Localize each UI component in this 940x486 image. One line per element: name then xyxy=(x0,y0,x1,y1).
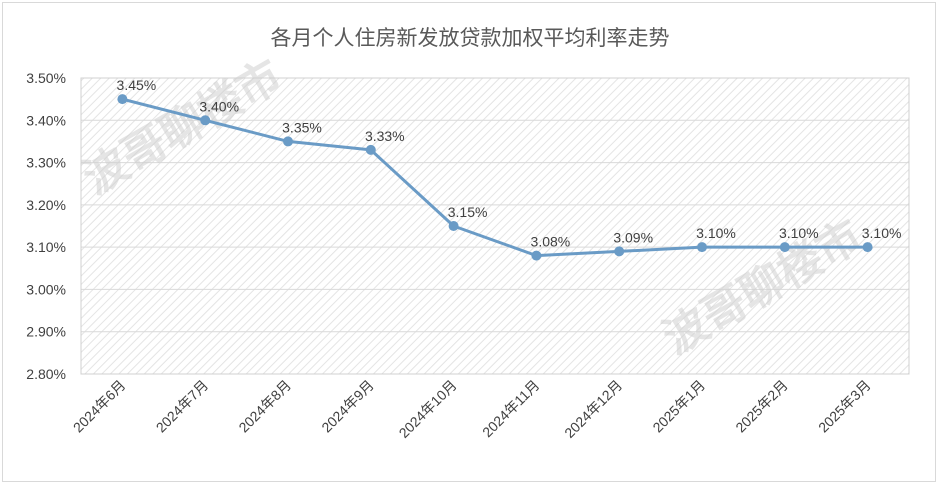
y-tick-label: 3.50% xyxy=(26,70,66,86)
data-point xyxy=(365,144,376,155)
x-tick-label: 2024年11月 xyxy=(479,377,542,440)
data-point xyxy=(862,242,873,253)
y-tick-label: 2.90% xyxy=(26,324,66,340)
data-label: 3.40% xyxy=(199,98,239,114)
x-tick-label: 2024年10月 xyxy=(396,377,460,441)
x-tick-label: 2025年3月 xyxy=(815,377,874,436)
data-point xyxy=(283,136,293,147)
y-tick-label: 3.20% xyxy=(26,197,66,213)
data-label: 3.10% xyxy=(779,225,819,241)
y-tick-label: 3.30% xyxy=(26,155,66,171)
x-tick-label: 2024年9月 xyxy=(318,377,377,436)
x-tick-label: 2025年2月 xyxy=(732,377,791,436)
data-point xyxy=(448,221,459,231)
x-tick-label: 2024年8月 xyxy=(235,377,294,436)
plot-area: 2.80% 2.90% 3.00% 3.10% 3.20% 3.30% 3.40% 3.50%… xyxy=(26,50,910,441)
x-tick-label: 2024年12月 xyxy=(561,377,625,441)
data-label: 3.35% xyxy=(282,119,322,135)
data-label: 3.09% xyxy=(613,229,653,245)
chart-title: 各月个人住房新发放贷款加权平均利率走势 xyxy=(271,26,670,50)
series-line xyxy=(120,97,870,258)
data-point xyxy=(614,246,625,257)
data-label: 3.33% xyxy=(365,128,405,144)
data-label: 3.45% xyxy=(117,77,157,93)
data-label: 3.08% xyxy=(531,234,571,250)
plot-background xyxy=(81,78,909,374)
data-label: 3.15% xyxy=(448,204,488,220)
data-point xyxy=(779,242,790,253)
y-tick-label: 2.80% xyxy=(26,366,66,382)
data-point xyxy=(697,242,707,253)
plot-border xyxy=(80,77,910,375)
y-tick-label: 3.10% xyxy=(26,239,66,255)
data-label: 3.10% xyxy=(862,225,902,241)
x-tick-label: 2024年6月 xyxy=(70,377,129,436)
data-label: 3.10% xyxy=(696,225,736,241)
data-point xyxy=(200,115,211,126)
data-point xyxy=(117,94,128,105)
x-tick-label: 2025年1月 xyxy=(649,377,708,436)
y-tick-label: 3.00% xyxy=(26,281,66,297)
x-tick-label: 2024年7月 xyxy=(153,377,212,436)
y-tick-label: 3.40% xyxy=(26,112,66,128)
data-point xyxy=(531,250,542,261)
